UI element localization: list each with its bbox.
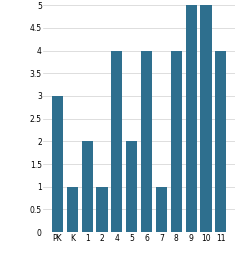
Bar	[111, 51, 122, 232]
Bar	[156, 187, 167, 232]
Bar	[82, 141, 93, 232]
Bar	[52, 96, 63, 232]
Bar	[171, 51, 182, 232]
Bar	[126, 141, 137, 232]
Bar	[215, 51, 227, 232]
Bar	[186, 5, 197, 232]
Bar	[141, 51, 152, 232]
Bar	[200, 5, 212, 232]
Bar	[67, 187, 78, 232]
Bar	[96, 187, 108, 232]
